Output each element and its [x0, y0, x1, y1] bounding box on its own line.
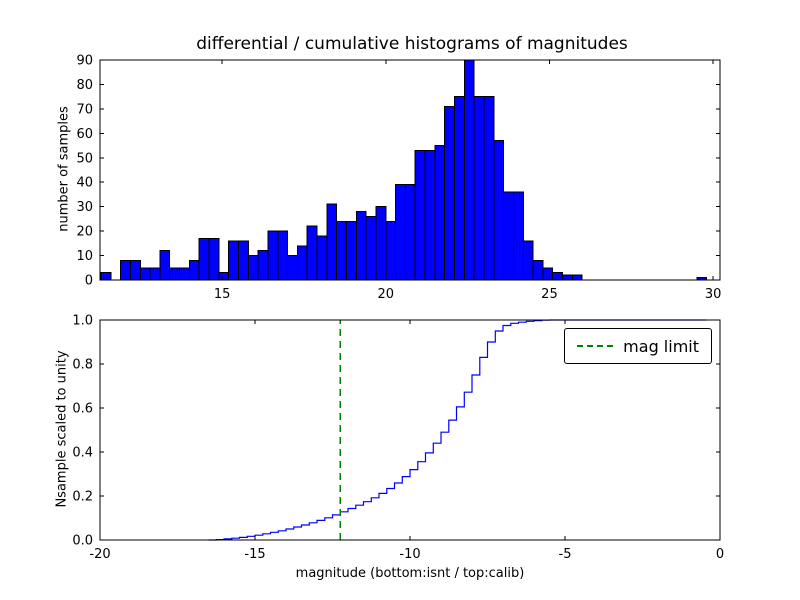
- histogram-bar: [414, 149, 426, 281]
- top-plot-ylabel: number of samples: [56, 106, 72, 232]
- top-axes-ytick-label: 20: [76, 225, 93, 240]
- cumulative-step-line: [208, 319, 707, 541]
- histogram-bar: [120, 259, 131, 281]
- histogram-bar: [277, 230, 289, 281]
- histogram-bar: [257, 250, 269, 281]
- bottom-axes-xtick-label: -20: [89, 547, 110, 562]
- histogram-bar: [375, 206, 387, 281]
- histogram-bar: [237, 240, 249, 281]
- top-axes-xtick-label: 25: [541, 287, 558, 302]
- histogram-bar: [296, 245, 308, 281]
- bottom-plot-ylabel: Nsample scaled to unity: [54, 350, 70, 508]
- histogram-bar: [228, 240, 239, 281]
- histogram-bar: [473, 96, 485, 281]
- histogram-bar: [267, 230, 279, 281]
- histogram-bar: [424, 149, 436, 281]
- histogram-bar: [512, 191, 524, 281]
- top-axes-ytick-label: 40: [76, 176, 93, 191]
- histogram-bar: [247, 255, 259, 281]
- histogram-bar: [385, 220, 397, 281]
- histogram-bar: [287, 255, 298, 281]
- histogram-bar: [552, 272, 564, 281]
- histogram-bar: [404, 184, 416, 281]
- bottom-axes-ytick-label: 0.4: [72, 446, 93, 461]
- histogram-bar: [100, 272, 112, 281]
- histogram-bar: [542, 267, 554, 281]
- histogram-bar: [454, 96, 465, 281]
- top-axes-ytick-label: 80: [76, 78, 93, 93]
- histogram-bar: [463, 59, 475, 281]
- top-axes-xtick-label: 15: [214, 287, 231, 302]
- histogram-bar: [562, 274, 573, 281]
- histogram-bar: [159, 250, 171, 281]
- top-axes-xtick-label: 20: [378, 287, 395, 302]
- top-axes-ytick-label: 90: [76, 54, 93, 69]
- histogram-bar: [355, 211, 367, 281]
- histogram-bar: [198, 237, 210, 281]
- bottom-axes-xtick-label: -10: [399, 547, 420, 562]
- top-axes-ytick-label: 70: [76, 102, 93, 117]
- histogram-bar: [149, 267, 161, 281]
- histogram-bar: [395, 184, 406, 281]
- histogram-bar: [306, 225, 318, 281]
- top-axes-ytick-label: 30: [76, 200, 93, 215]
- histogram-bar: [571, 274, 583, 281]
- legend-label: mag limit: [623, 336, 699, 356]
- histogram-bar: [208, 237, 220, 281]
- histogram-bar: [326, 203, 338, 281]
- bottom-axes-ytick-label: 0.6: [72, 402, 93, 417]
- histogram-bar: [316, 235, 328, 281]
- top-axes-xtick-label: 30: [705, 287, 722, 302]
- top-axes-ytick-label: 50: [76, 151, 93, 166]
- histogram-bar: [179, 267, 190, 281]
- bottom-axes-xtick-label: 0: [716, 547, 724, 562]
- bottom-axes-xtick-label: -5: [559, 547, 572, 562]
- bottom-axes-ytick-label: 0.2: [72, 490, 93, 505]
- histogram-bar: [139, 267, 151, 281]
- top-plot-title: differential / cumulative histograms of …: [196, 34, 628, 54]
- histogram-bar: [336, 220, 347, 281]
- top-axes-ytick-label: 60: [76, 127, 93, 142]
- histogram-bar: [365, 215, 377, 281]
- bottom-axes-xtick-label: -15: [244, 547, 265, 562]
- bottom-axes-ytick-label: 1.0: [72, 314, 93, 329]
- top-axes-frame: [99, 59, 721, 281]
- histogram-bar: [218, 272, 230, 281]
- histogram-bar: [129, 259, 141, 281]
- histogram-bar: [169, 267, 181, 281]
- histogram-bar: [503, 191, 514, 281]
- bottom-axes-ytick-label: 0.0: [72, 534, 93, 549]
- histogram-bar: [483, 96, 495, 281]
- histogram-bar: [434, 145, 446, 281]
- top-axes-ytick-label: 10: [76, 249, 93, 264]
- histogram-bar: [444, 105, 456, 281]
- top-axes-ytick-label: 0: [85, 274, 93, 289]
- bottom-axes-ytick-label: 0.8: [72, 358, 93, 373]
- histogram-bar: [345, 220, 357, 281]
- histogram-bar: [532, 259, 544, 281]
- histogram-bar: [188, 259, 200, 281]
- histogram-bar: [522, 240, 534, 281]
- histogram-bar: [493, 140, 505, 281]
- bottom-plot-xlabel: magnitude (bottom:isnt / top:calib): [295, 566, 525, 581]
- legend: mag limit: [564, 328, 712, 364]
- dashed-line-sample-icon: [577, 345, 614, 347]
